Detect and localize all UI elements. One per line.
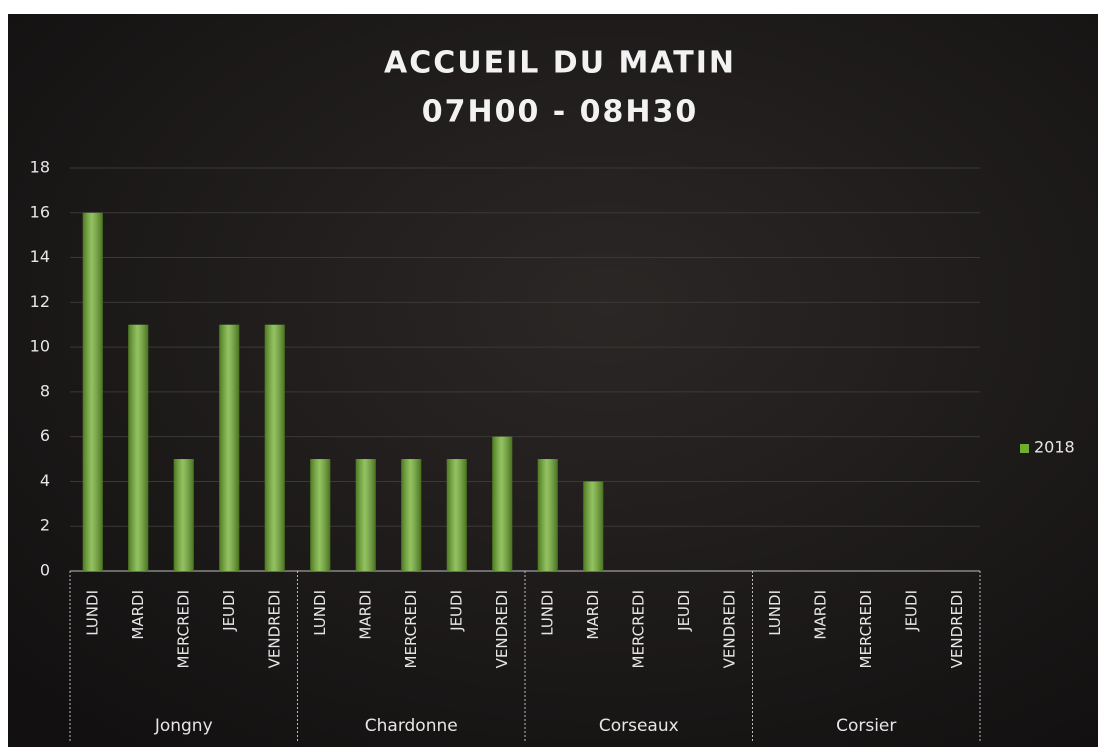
x-tick-label: VENDREDI — [493, 590, 511, 668]
x-tick-label: JEUDI — [675, 590, 693, 632]
y-tick-label: 12 — [30, 292, 50, 311]
group-label: Corsier — [836, 716, 896, 736]
x-tick-label: JEUDI — [902, 590, 920, 632]
bar-shine — [173, 459, 194, 571]
x-tick-label: MARDI — [356, 590, 374, 640]
y-tick-label: 6 — [40, 426, 50, 445]
x-tick-label: LUNDI — [766, 590, 784, 636]
group-label: Jongny — [154, 716, 213, 736]
bar-shine — [128, 324, 149, 571]
legend-label: 2018 — [1034, 438, 1075, 457]
y-tick-label: 18 — [30, 158, 50, 177]
x-tick-label: JEUDI — [447, 590, 465, 632]
bar-shine — [219, 324, 240, 571]
x-tick-label: MARDI — [129, 590, 147, 640]
x-tick-label: VENDREDI — [265, 590, 283, 668]
chart-title: ACCUEIL DU MATIN — [384, 46, 736, 81]
group-label: Chardonne — [365, 716, 458, 736]
y-tick-label: 16 — [30, 202, 50, 221]
y-tick-label: 0 — [40, 561, 50, 580]
bar-shine — [446, 459, 467, 571]
y-tick-label: 2 — [40, 516, 50, 535]
chart-subtitle: 07H00 - 08H30 — [422, 95, 699, 130]
y-tick-label: 4 — [40, 471, 50, 490]
x-tick-label: LUNDI — [311, 590, 329, 636]
x-tick-label: MARDI — [811, 590, 829, 640]
x-tick-label: LUNDI — [83, 590, 101, 636]
legend-swatch — [1020, 444, 1029, 453]
x-tick-label: VENDREDI — [720, 590, 738, 668]
background — [8, 14, 1098, 747]
x-tick-label: MERCREDI — [629, 590, 647, 668]
bar-shine — [401, 459, 422, 571]
x-tick-label: MERCREDI — [857, 590, 875, 668]
x-tick-label: LUNDI — [538, 590, 556, 636]
x-tick-label: MERCREDI — [402, 590, 420, 668]
x-tick-label: MARDI — [584, 590, 602, 640]
y-tick-label: 10 — [30, 337, 50, 356]
bar-shine — [537, 459, 558, 571]
x-tick-label: MERCREDI — [174, 590, 192, 668]
group-label: Corseaux — [599, 716, 679, 736]
bar-shine — [310, 459, 331, 571]
y-tick-label: 14 — [30, 247, 50, 266]
bar-shine — [264, 324, 285, 571]
bar-shine — [82, 212, 103, 571]
y-tick-label: 8 — [40, 381, 50, 400]
bar-shine — [355, 459, 376, 571]
bar-shine — [492, 436, 513, 571]
x-tick-label: VENDREDI — [948, 590, 966, 668]
bar-shine — [583, 481, 604, 571]
x-tick-label: JEUDI — [220, 590, 238, 632]
